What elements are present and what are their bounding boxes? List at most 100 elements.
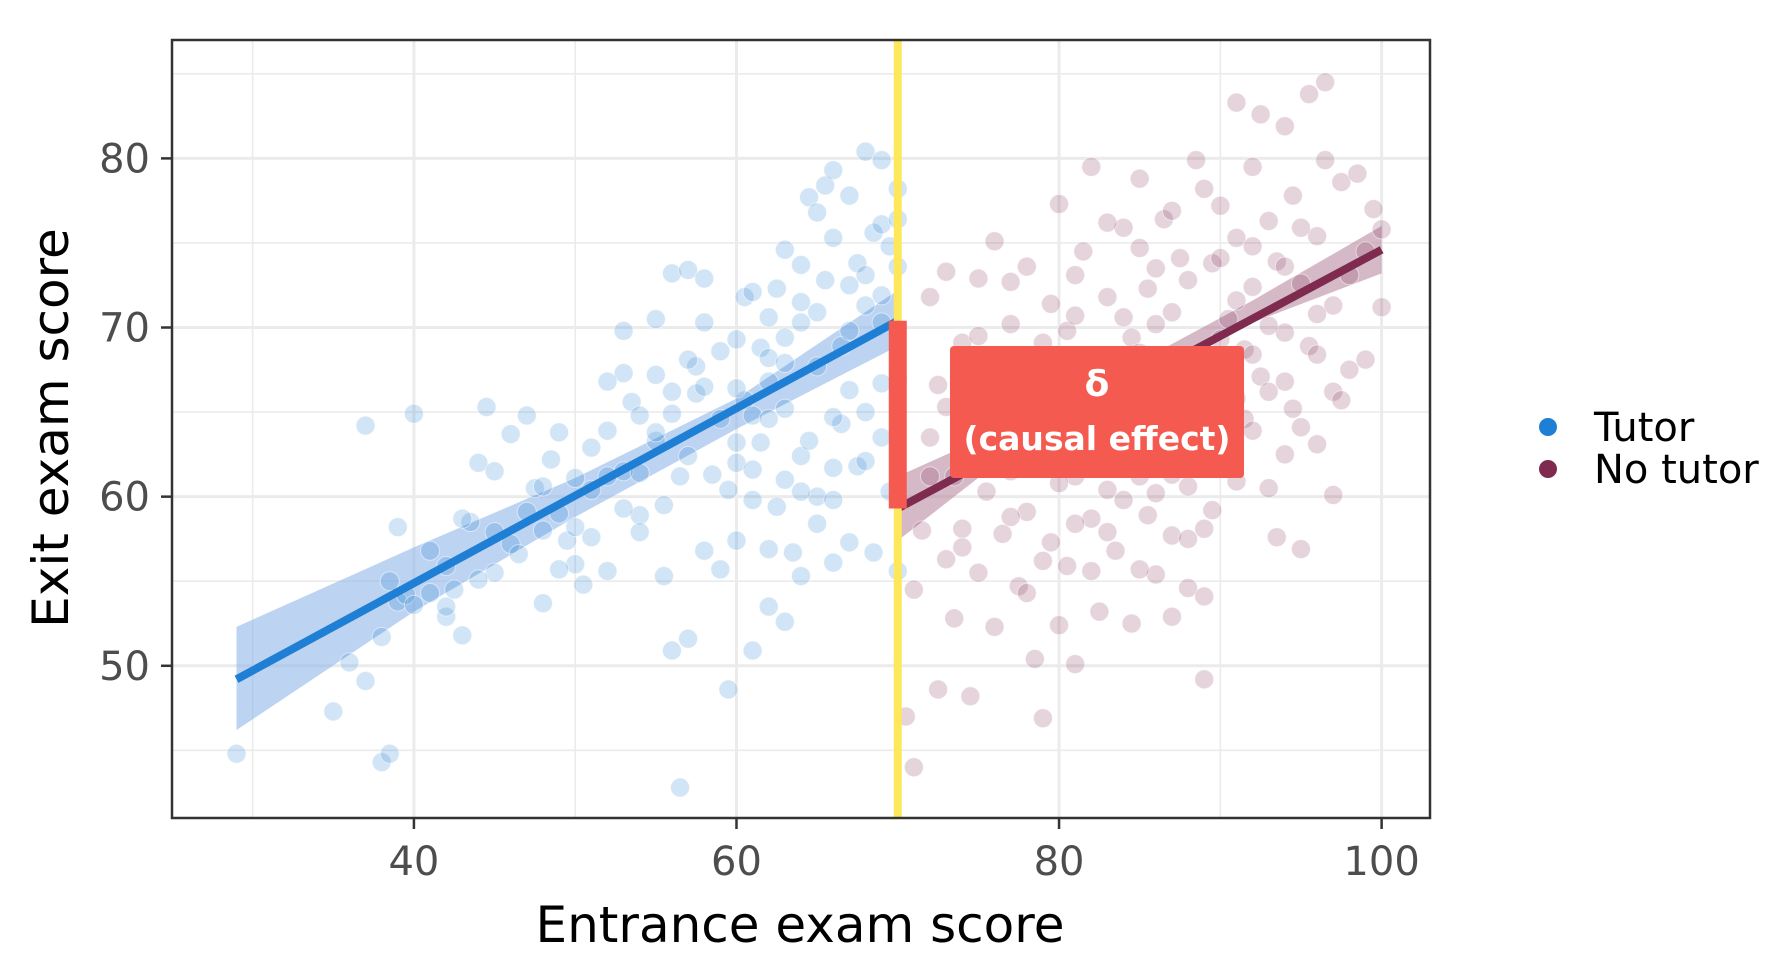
point-tutor: [661, 381, 682, 402]
data-points: [226, 72, 1392, 798]
point-no-tutor: [984, 616, 1005, 637]
point-tutor: [339, 652, 360, 673]
point-no-tutor: [1363, 199, 1384, 220]
point-no-tutor: [992, 523, 1013, 544]
point-no-tutor: [1113, 490, 1134, 511]
point-tutor: [452, 508, 473, 529]
annotation-group: δ (causal effect): [888, 320, 1244, 509]
point-no-tutor: [1145, 483, 1166, 504]
point-tutor: [774, 469, 795, 490]
point-tutor: [726, 530, 747, 551]
point-tutor: [718, 679, 739, 700]
x-axis-title: Entrance exam score: [536, 896, 1065, 954]
point-tutor: [371, 752, 392, 773]
point-no-tutor: [1121, 613, 1142, 634]
point-tutor: [774, 398, 795, 419]
point-tutor: [549, 422, 570, 443]
point-no-tutor: [1307, 303, 1328, 324]
point-no-tutor: [1032, 708, 1053, 729]
point-no-tutor: [1097, 287, 1118, 308]
point-no-tutor: [1202, 500, 1223, 521]
point-tutor: [823, 407, 844, 428]
point-no-tutor: [1170, 248, 1191, 269]
point-no-tutor: [1049, 615, 1070, 636]
point-tutor: [613, 363, 634, 384]
point-tutor: [436, 606, 457, 627]
point-tutor: [565, 554, 586, 575]
point-no-tutor: [1186, 150, 1207, 171]
point-tutor: [718, 479, 739, 500]
grid-lines: [172, 40, 1430, 818]
legend-item-no-tutor: No tutor: [1539, 447, 1759, 493]
point-no-tutor: [1178, 528, 1199, 549]
point-tutor: [597, 420, 618, 441]
point-no-tutor: [903, 579, 924, 600]
point-tutor: [597, 371, 618, 392]
point-tutor: [758, 539, 779, 560]
point-tutor: [855, 265, 876, 286]
point-tutor: [670, 777, 691, 798]
point-no-tutor: [1299, 84, 1320, 105]
legend-key-no-tutor: [1539, 460, 1557, 478]
point-tutor: [468, 452, 489, 473]
point-tutor: [807, 302, 828, 323]
point-tutor: [726, 329, 747, 350]
point-tutor: [420, 540, 441, 561]
point-no-tutor: [1194, 669, 1215, 690]
point-tutor: [323, 701, 344, 722]
point-no-tutor: [1282, 185, 1303, 206]
x-tick-label: 40: [388, 839, 439, 885]
point-tutor: [661, 263, 682, 284]
point-tutor: [726, 432, 747, 453]
point-no-tutor: [1161, 606, 1182, 627]
point-no-tutor: [1339, 359, 1360, 380]
point-tutor: [839, 380, 860, 401]
point-no-tutor: [1145, 564, 1166, 585]
point-tutor: [436, 596, 457, 617]
point-tutor: [758, 307, 779, 328]
point-tutor: [678, 628, 699, 649]
point-tutor: [694, 312, 715, 333]
point-tutor: [613, 320, 634, 341]
point-tutor: [653, 495, 674, 516]
point-tutor: [565, 468, 586, 489]
point-tutor: [524, 478, 545, 499]
point-tutor: [532, 593, 553, 614]
point-tutor: [452, 625, 473, 646]
point-tutor: [807, 486, 828, 507]
point-no-tutor: [1315, 150, 1336, 171]
point-no-tutor: [1250, 104, 1271, 125]
effect-label-text: (causal effect): [963, 419, 1230, 458]
point-tutor: [226, 743, 247, 764]
point-no-tutor: [1307, 226, 1328, 247]
point-no-tutor: [1258, 210, 1279, 231]
point-tutor: [387, 517, 408, 538]
point-no-tutor: [920, 466, 941, 487]
legend-label: Tutor: [1593, 405, 1695, 451]
point-tutor: [476, 397, 497, 418]
point-tutor: [766, 496, 787, 517]
point-tutor: [379, 571, 400, 592]
point-tutor: [823, 160, 844, 181]
point-tutor: [355, 671, 376, 692]
axes: 40 60 80 100 50 60 70 80: [99, 136, 1420, 885]
point-tutor: [791, 254, 811, 275]
point-tutor: [807, 202, 828, 223]
point-no-tutor: [1000, 506, 1021, 527]
x-tick-label: 80: [1034, 839, 1085, 885]
point-no-tutor: [1178, 270, 1199, 291]
point-tutor: [678, 446, 699, 467]
point-no-tutor: [1258, 315, 1279, 336]
point-tutor: [702, 464, 723, 485]
point-tutor: [863, 542, 884, 563]
point-no-tutor: [1242, 156, 1263, 177]
point-no-tutor: [1065, 305, 1086, 326]
point-no-tutor: [1049, 194, 1070, 215]
point-no-tutor: [1299, 336, 1320, 357]
fit-line-tutor: [234, 317, 900, 683]
point-tutor: [774, 327, 795, 348]
point-tutor: [645, 422, 666, 443]
point-tutor: [855, 295, 876, 316]
point-no-tutor: [1024, 649, 1045, 670]
legend-label: No tutor: [1594, 447, 1759, 493]
